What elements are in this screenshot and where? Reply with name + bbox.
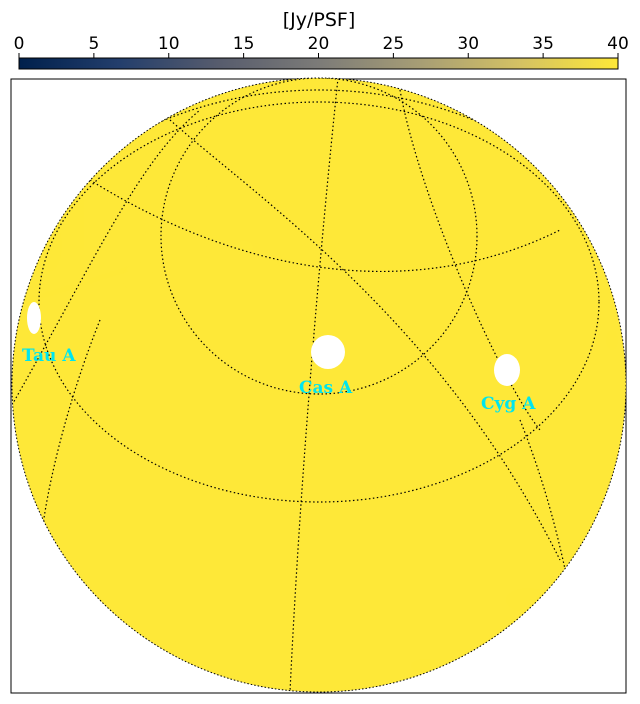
colorbar-tick-label: 40 <box>607 34 629 54</box>
bright-blob <box>122 264 154 292</box>
bright-blob <box>235 241 253 253</box>
coordinate-grid <box>12 78 626 692</box>
colorbar-gradient <box>18 57 619 70</box>
bright-streak <box>89 179 201 191</box>
mask-cyg-a <box>494 354 520 386</box>
colorbar-tick-label: 30 <box>457 34 479 54</box>
masked-sources <box>27 302 520 386</box>
label-tau-a: Tau A <box>22 346 76 366</box>
label-cas-a: Cas A <box>299 378 353 398</box>
bright-streak <box>29 259 151 303</box>
colorbar-tick-label: 15 <box>233 34 255 54</box>
mask-tau-a <box>27 302 41 334</box>
sky-map-disc <box>12 78 626 692</box>
bright-edge <box>411 659 439 673</box>
colorbar-tick-label: 10 <box>158 34 180 54</box>
colorbar-title: [Jy/PSF] <box>283 9 356 31</box>
mask-cas-a <box>311 335 345 369</box>
source-labels: Tau A Cas A Cyg A <box>22 346 536 414</box>
colorbar-tick-label: 35 <box>532 34 554 54</box>
colorbar-tick-label: 0 <box>14 34 25 54</box>
colorbar-tick-label: 5 <box>88 34 99 54</box>
label-cyg-a: Cyg A <box>481 394 536 414</box>
bright-blob <box>183 166 211 190</box>
grid-meridian <box>289 78 339 692</box>
grid-parallel <box>12 89 626 692</box>
colorbar-tick-label: 25 <box>383 34 405 54</box>
bright-edge <box>14 396 26 424</box>
grid-meridian <box>89 179 561 273</box>
grid-parallel <box>38 101 600 503</box>
colorbar: [Jy/PSF] 0 5 10 15 20 25 30 35 40 <box>14 9 629 70</box>
grid-meridian <box>399 89 541 431</box>
grid-parallel <box>160 78 478 395</box>
bright-edge <box>606 330 618 350</box>
colorbar-tick-label: 20 <box>308 34 330 54</box>
sky-disc-outline <box>11 77 627 693</box>
grid-meridian <box>169 119 561 561</box>
colorbar-ticks: 0 5 10 15 20 25 30 35 40 <box>14 34 629 58</box>
